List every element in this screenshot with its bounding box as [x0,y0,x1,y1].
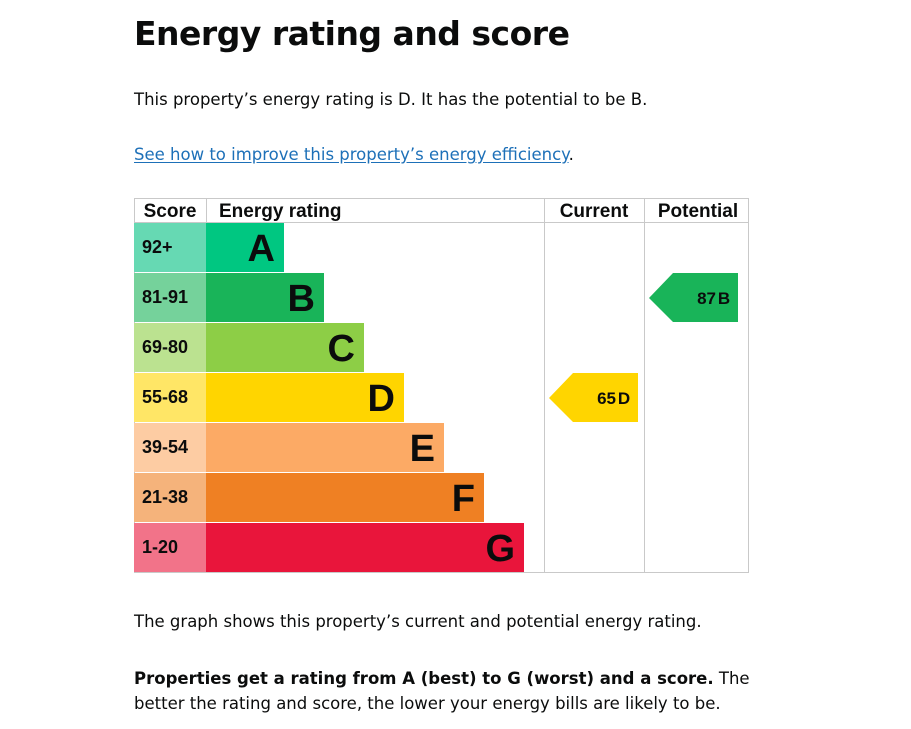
energy-rating-chart: Score Energy rating Current Potential 92… [134,198,749,573]
rating-letter-e: E [410,428,435,470]
potential-rating-arrow [649,273,738,322]
score-cell-e [134,423,206,472]
rating-explanation-bold: Properties get a rating from A (best) to… [134,669,714,688]
rating-letter-b: B [288,278,315,320]
header-energy-rating: Energy rating [219,201,341,222]
rating-bar-a [206,223,284,272]
current-rating-arrow [549,373,638,422]
score-cell-g [134,523,206,572]
page-title: Energy rating and score [134,14,570,53]
rating-bar-d [206,373,404,422]
score-cell-a [134,223,206,272]
link-suffix: . [568,145,574,164]
improve-efficiency-link[interactable]: See how to improve this property’s energ… [134,145,569,164]
score-range-e: 39-54 [142,437,188,457]
potential-rating-letter: B [718,289,730,308]
rating-explanation: Properties get a rating from A (best) to… [134,666,774,716]
rating-bar-g [206,523,524,572]
chart-headers: Score Energy rating Current Potential [144,201,739,222]
graph-explanation: The graph shows this property’s current … [134,612,702,631]
rating-letter-a: A [248,228,275,270]
score-range-b: 81-91 [142,287,188,307]
improve-link-line: See how to improve this property’s energ… [134,145,574,164]
rating-letter-d: D [368,378,395,420]
rating-bar-b [206,273,324,322]
score-cell-c [134,323,206,372]
score-cell-b [134,273,206,322]
rating-letter-c: C [328,328,355,370]
header-current: Current [560,201,629,222]
score-range-g: 1-20 [142,537,178,557]
energy-rating-summary: This property’s energy rating is D. It h… [134,90,648,109]
header-potential: Potential [658,201,738,222]
rating-bands: 92+ A 81-91 B 69-80 C 55-68 D 39-54 E 21-38 F 1-20 G [134,223,524,572]
score-cell-f [134,473,206,522]
score-cell-d [134,373,206,422]
current-rating-score: 65 [597,389,616,408]
score-range-f: 21-38 [142,487,188,507]
rating-letter-f: F [452,478,475,520]
rating-letter-g: G [485,528,515,570]
current-rating-letter: D [618,389,630,408]
rating-explanation-rest: The better the rating and score, the low… [134,669,750,713]
rating-markers: 65 D 87 B [549,273,738,422]
potential-rating-score: 87 [697,289,716,308]
rating-bar-c [206,323,364,372]
header-score: Score [144,201,197,222]
score-range-a: 92+ [142,237,173,257]
score-range-c: 69-80 [142,337,188,357]
rating-bar-f [206,473,484,522]
rating-bar-e [206,423,444,472]
score-range-d: 55-68 [142,387,188,407]
